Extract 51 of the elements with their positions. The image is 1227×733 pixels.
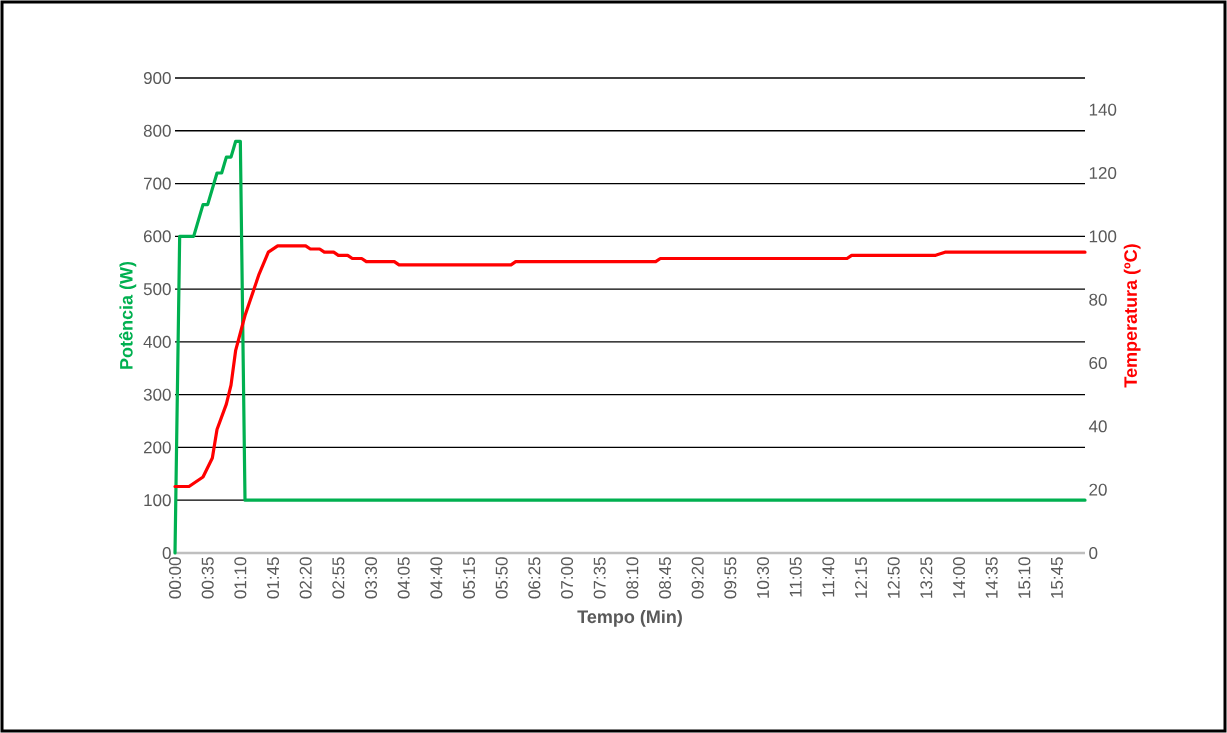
x-tick-label: 14:00 xyxy=(952,557,966,598)
y-tick-label: 700 xyxy=(143,177,171,190)
x-tick-label: 02:20 xyxy=(299,557,312,599)
x-axis-title: Tempo (Min) xyxy=(577,609,682,627)
x-tick-label: 07:35 xyxy=(593,557,606,599)
y-tick-label: 900 xyxy=(143,71,171,85)
y-tick-label: 100 xyxy=(144,494,171,507)
x-tick-label: 12:15 xyxy=(854,557,868,598)
y2-tick-label: 20 xyxy=(1089,483,1107,496)
y-axis-title: Potência (W) xyxy=(119,261,137,369)
x-tick-label: 11:05 xyxy=(789,557,802,597)
y2-tick-label: 60 xyxy=(1089,356,1107,370)
x-tick-label: 08:10 xyxy=(626,557,639,599)
y2-tick-label: 140 xyxy=(1089,103,1117,116)
y-tick-label: 500 xyxy=(143,283,171,296)
x-tick-label: 11:40 xyxy=(822,557,835,597)
x-tick-label: 13:25 xyxy=(920,557,933,598)
line-series xyxy=(173,139,1087,555)
y-tick-label: 800 xyxy=(143,124,171,137)
x-tick-label: 15:45 xyxy=(1051,557,1063,598)
x-tick-label: 09:55 xyxy=(724,557,737,599)
x-tick-label: 00:00 xyxy=(168,557,182,599)
x-tick-label: 12:50 xyxy=(887,557,900,598)
y2-tick-label: 100 xyxy=(1089,230,1117,243)
x-tick-label: 04:40 xyxy=(430,557,443,599)
y-tick-label: 0 xyxy=(162,546,171,560)
y2-tick-label: 0 xyxy=(1089,546,1098,560)
x-tick-label: 04:05 xyxy=(397,557,410,599)
x-tick-label: 08:45 xyxy=(658,557,672,599)
y2-axis-title: Temperatura (ºC) xyxy=(1123,244,1141,388)
x-tick-label: 07:00 xyxy=(560,557,574,599)
y2-tick-label: 40 xyxy=(1088,420,1107,433)
y2-tick-label: 120 xyxy=(1089,166,1117,180)
x-tick-label: 00:35 xyxy=(201,557,214,599)
y2-tick-label: 80 xyxy=(1089,293,1107,306)
y-tick-label: 600 xyxy=(143,230,171,243)
y-tick-label: 400 xyxy=(143,335,171,348)
y-tick-label: 200 xyxy=(143,441,171,454)
line-series xyxy=(173,244,1087,489)
x-tick-label: 03:30 xyxy=(364,557,378,599)
x-tick-label: 05:50 xyxy=(495,557,508,599)
x-tick-label: 14:35 xyxy=(985,557,998,598)
x-tick-label: 06:25 xyxy=(528,557,541,599)
x-tick-label: 09:20 xyxy=(691,557,704,599)
x-tick-label: 10:30 xyxy=(756,557,770,598)
x-tick-label: 02:55 xyxy=(332,557,345,599)
x-tick-label: 05:15 xyxy=(462,557,476,599)
x-tick-label: 01:45 xyxy=(266,557,280,599)
x-tick-label: 01:10 xyxy=(234,557,247,599)
x-tick-label: 15:10 xyxy=(1018,557,1031,598)
y-tick-label: 300 xyxy=(143,388,171,401)
